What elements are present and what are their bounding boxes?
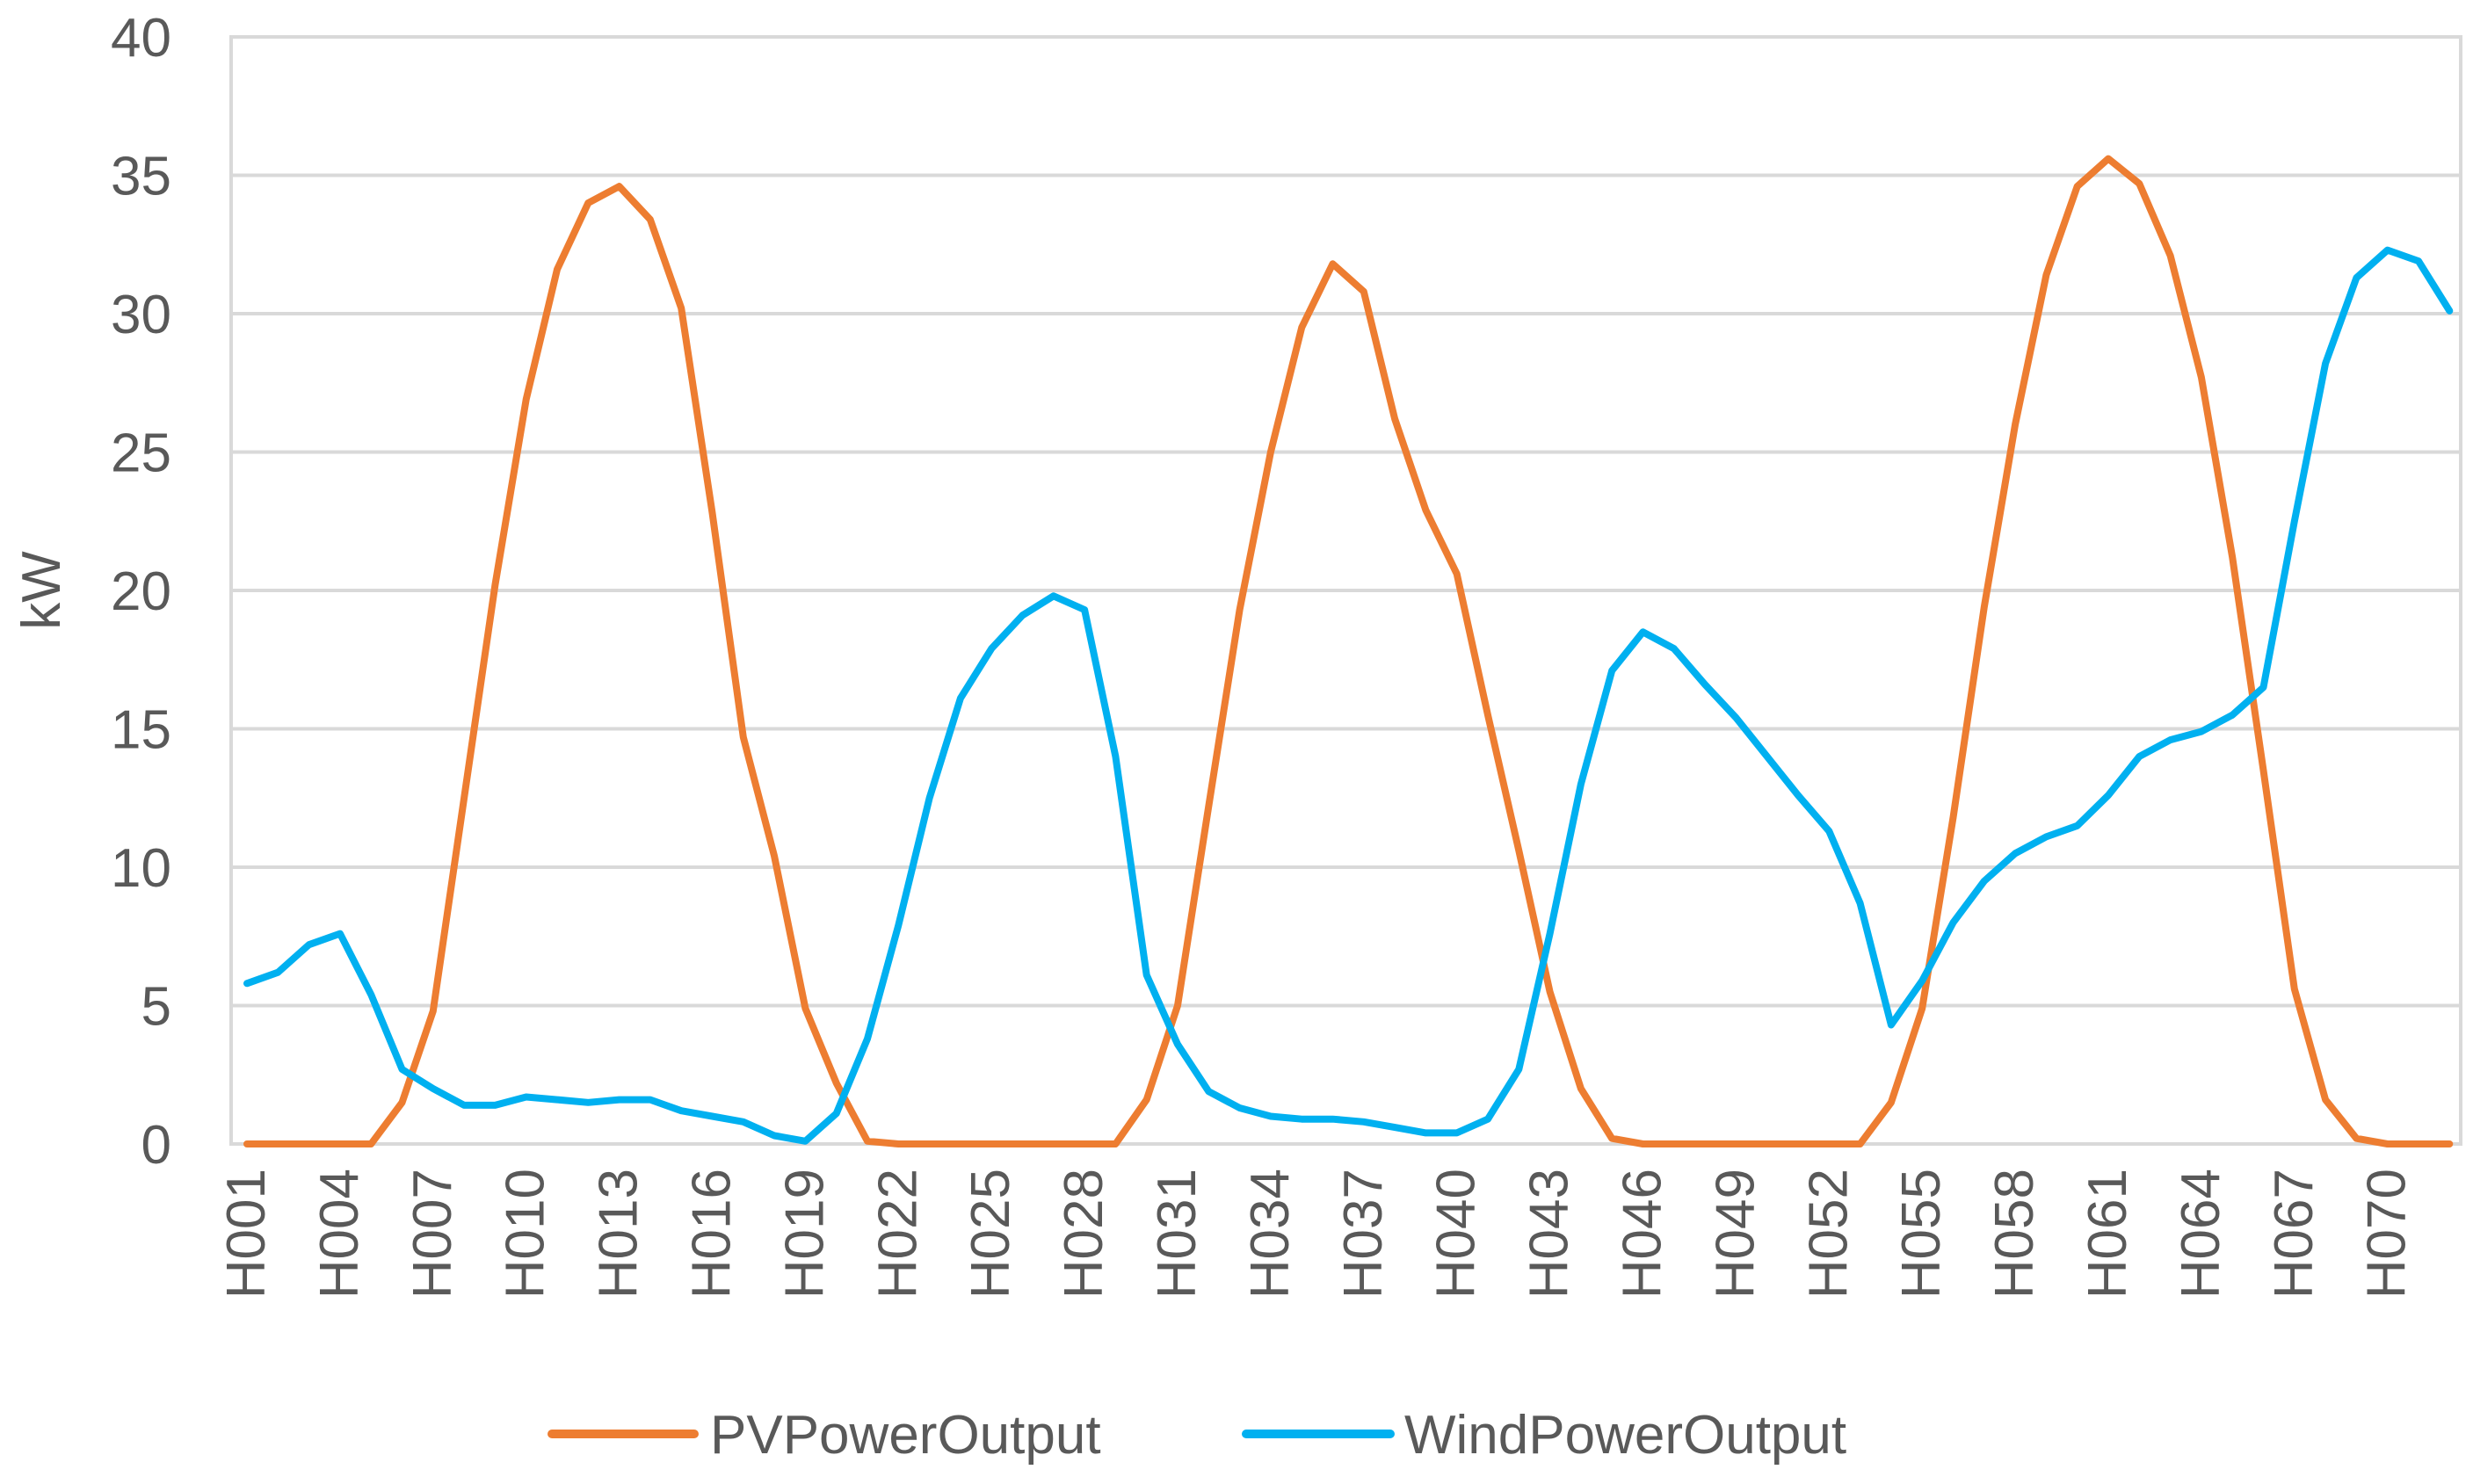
x-tick-label: H040 bbox=[1426, 1169, 1487, 1299]
plot-area-frame bbox=[229, 35, 2462, 1146]
y-tick-label: 25 bbox=[111, 423, 171, 484]
y-tick-label: 0 bbox=[141, 1115, 171, 1176]
x-tick-label: H061 bbox=[2078, 1169, 2138, 1299]
y-axis-ticks: 0 5 10 15 20 25 30 35 40 bbox=[111, 8, 171, 1176]
x-tick-label: H043 bbox=[1519, 1169, 1580, 1299]
x-tick-label: H031 bbox=[1147, 1169, 1207, 1299]
x-tick-label: H037 bbox=[1333, 1169, 1394, 1299]
x-tick-label: H016 bbox=[682, 1169, 743, 1299]
x-tick-label: H019 bbox=[774, 1169, 835, 1299]
series-line-windpoweroutput bbox=[243, 246, 2454, 1145]
y-tick-label: 20 bbox=[111, 561, 171, 622]
x-tick-label: H058 bbox=[1984, 1169, 2045, 1299]
x-tick-label: H004 bbox=[309, 1169, 370, 1299]
x-axis-ticks: H001 H004 H007 H010 H013 H016 H019 H022 H025 H028… bbox=[216, 1169, 2418, 1299]
y-tick-label: 10 bbox=[111, 838, 171, 899]
x-tick-label: H007 bbox=[402, 1169, 463, 1299]
x-tick-label: H025 bbox=[961, 1169, 1021, 1299]
x-tick-label: H013 bbox=[589, 1169, 649, 1299]
y-tick-label: 40 bbox=[111, 8, 171, 69]
x-tick-label: H022 bbox=[867, 1169, 928, 1299]
x-tick-label: H028 bbox=[1054, 1169, 1114, 1299]
y-tick-label: 5 bbox=[141, 977, 171, 1038]
legend: PVPowerOutput WindPowerOutput bbox=[548, 1405, 1846, 1466]
y-axis-label: kW bbox=[11, 551, 72, 630]
series-lines bbox=[243, 155, 2454, 1147]
x-tick-label: H070 bbox=[2357, 1169, 2418, 1299]
legend-label-windpoweroutput: WindPowerOutput bbox=[1404, 1405, 1846, 1466]
x-tick-label: H052 bbox=[1798, 1169, 1859, 1299]
series-line-pvpoweroutput bbox=[243, 155, 2454, 1147]
y-tick-label: 35 bbox=[111, 147, 171, 207]
x-tick-label: H067 bbox=[2264, 1169, 2324, 1299]
y-tick-label: 15 bbox=[111, 700, 171, 761]
x-tick-label: H055 bbox=[1891, 1169, 1952, 1299]
x-tick-label: H001 bbox=[216, 1169, 277, 1299]
x-tick-label: H034 bbox=[1240, 1169, 1301, 1299]
y-tick-label: 30 bbox=[111, 285, 171, 345]
x-tick-label: H049 bbox=[1705, 1169, 1766, 1299]
x-tick-label: H046 bbox=[1613, 1169, 1673, 1299]
x-tick-label: H010 bbox=[496, 1169, 556, 1299]
legend-label-pvpoweroutput: PVPowerOutput bbox=[710, 1405, 1101, 1466]
x-tick-label: H064 bbox=[2171, 1169, 2231, 1299]
